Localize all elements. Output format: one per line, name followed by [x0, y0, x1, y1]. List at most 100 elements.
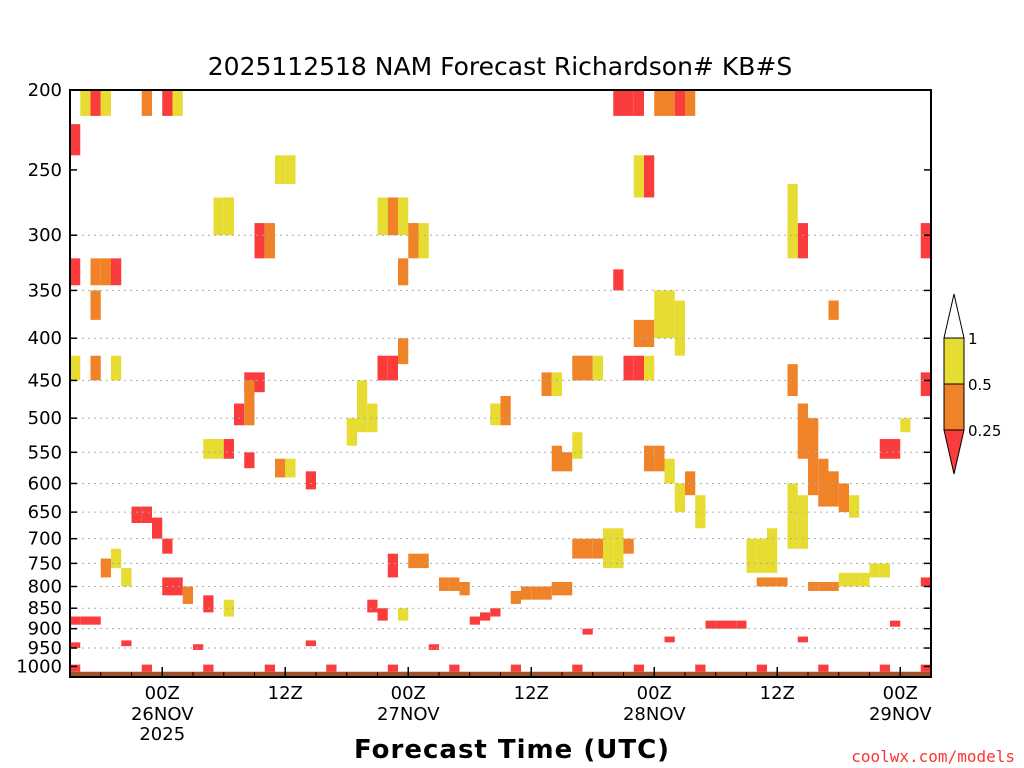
- color-legend: 1 0.5 0.25: [943, 293, 1001, 475]
- ri-cell-54: [613, 269, 624, 291]
- ri-cell-4: [162, 90, 173, 116]
- ri-cell-150: [879, 563, 890, 578]
- ri-cell-20: [285, 155, 296, 184]
- ri-cell-75: [674, 483, 685, 513]
- ri-cell-162: [797, 636, 808, 643]
- ri-cell-93: [797, 223, 808, 259]
- ri-cell-94: [787, 183, 798, 259]
- x-tick-label-2: 00Z: [391, 683, 426, 704]
- y-tick-label-300: 300: [28, 225, 62, 246]
- ri-cell-127: [541, 586, 552, 600]
- ri-cell-173: [633, 664, 644, 672]
- ri-cell-130: [572, 538, 583, 559]
- ri-cell-86: [838, 483, 849, 513]
- ri-cell-129: [562, 581, 573, 596]
- ri-cell-28: [387, 355, 398, 381]
- legend-below-0.25: [943, 429, 965, 475]
- ri-cell-12: [70, 355, 81, 381]
- ri-cell-159: [428, 644, 439, 650]
- ri-cell-133: [603, 528, 614, 569]
- ri-cell-43: [346, 418, 357, 446]
- ri-cell-82: [797, 403, 808, 459]
- ri-cell-32: [234, 403, 245, 426]
- ri-cell-37: [244, 452, 255, 469]
- ri-cell-33: [244, 380, 255, 426]
- ri-cell-57: [623, 355, 634, 381]
- ri-cell-44: [490, 403, 501, 426]
- ri-cell-123: [490, 608, 501, 617]
- ri-cell-7: [70, 258, 81, 286]
- y-tick-label-800: 800: [28, 576, 62, 597]
- ri-cell-144: [818, 581, 829, 591]
- x-tick-label-1: 12Z: [268, 683, 303, 704]
- ri-cell-138: [726, 620, 737, 629]
- ri-cell-114: [418, 553, 429, 569]
- ri-cell-80: [767, 528, 778, 573]
- ri-cell-134: [613, 528, 624, 569]
- ri-cell-167: [264, 664, 275, 672]
- ri-cell-113: [408, 553, 419, 569]
- ri-cell-76: [685, 471, 696, 496]
- ri-cell-143: [808, 581, 819, 591]
- ri-cell-108: [172, 577, 183, 596]
- x-tick-year-0: 2025: [139, 724, 185, 745]
- ri-cell-5: [172, 90, 183, 116]
- ri-cell-91: [890, 439, 901, 459]
- ri-cell-31: [254, 372, 265, 393]
- ri-cell-99: [931, 446, 941, 465]
- ri-cell-66: [685, 90, 696, 116]
- ri-cell-62: [633, 90, 644, 116]
- ri-cell-176: [818, 664, 829, 672]
- ri-cell-8: [90, 258, 101, 286]
- y-tick-label-400: 400: [28, 328, 62, 349]
- ri-cell-39: [285, 458, 296, 478]
- y-tick-label-1000: 1000: [16, 656, 62, 677]
- ri-cell-148: [859, 572, 870, 587]
- ri-cell-81: [787, 364, 798, 397]
- ri-cell-74: [664, 458, 675, 484]
- ri-cell-101: [141, 506, 152, 523]
- legend-above-1: [943, 293, 965, 339]
- y-tick-label-950: 950: [28, 638, 62, 659]
- ri-cell-19: [275, 155, 286, 184]
- ri-cell-157: [193, 644, 204, 650]
- ri-cell-14: [111, 355, 122, 381]
- ri-cell-10: [111, 258, 122, 286]
- x-tick-date-6: 29NOV: [869, 704, 932, 725]
- legend-0.5-1: [943, 337, 965, 385]
- ri-cell-172: [572, 664, 583, 672]
- ri-cell-115: [439, 577, 450, 591]
- ri-cell-17: [254, 223, 265, 259]
- y-tick-label-600: 600: [28, 473, 62, 494]
- ri-cell-61: [623, 90, 634, 116]
- x-tick-label-5: 12Z: [760, 683, 795, 704]
- ri-cell-6: [70, 124, 81, 156]
- legend-label-0: 1: [968, 330, 978, 348]
- ri-cell-106: [121, 568, 132, 587]
- ri-cell-59: [644, 355, 655, 381]
- ri-cell-118: [367, 599, 378, 613]
- y-tick-label-650: 650: [28, 502, 62, 523]
- ri-cell-126: [531, 586, 542, 600]
- ri-cell-166: [203, 664, 214, 672]
- ri-cell-177: [879, 664, 890, 672]
- y-tick-label-700: 700: [28, 529, 62, 550]
- credit-link[interactable]: coolwx.com/models: [851, 747, 1015, 766]
- ri-cell-52: [582, 355, 593, 381]
- x-tick-label-3: 12Z: [514, 683, 549, 704]
- ri-cell-142: [777, 577, 788, 587]
- ri-cell-149: [869, 563, 880, 578]
- ri-cell-23: [398, 197, 409, 236]
- ri-cell-102: [152, 517, 163, 539]
- ri-cell-15: [213, 197, 224, 236]
- ri-cell-161: [664, 636, 675, 643]
- ri-cell-112: [387, 553, 398, 578]
- y-tick-label-750: 750: [28, 553, 62, 574]
- ri-cell-38: [275, 458, 286, 478]
- ri-cell-170: [449, 664, 460, 672]
- legend-label-1: 0.5: [968, 376, 992, 394]
- ri-cell-125: [521, 586, 532, 600]
- ri-cell-140: [756, 577, 767, 587]
- ri-cell-79: [756, 538, 767, 573]
- ri-cell-117: [459, 581, 470, 596]
